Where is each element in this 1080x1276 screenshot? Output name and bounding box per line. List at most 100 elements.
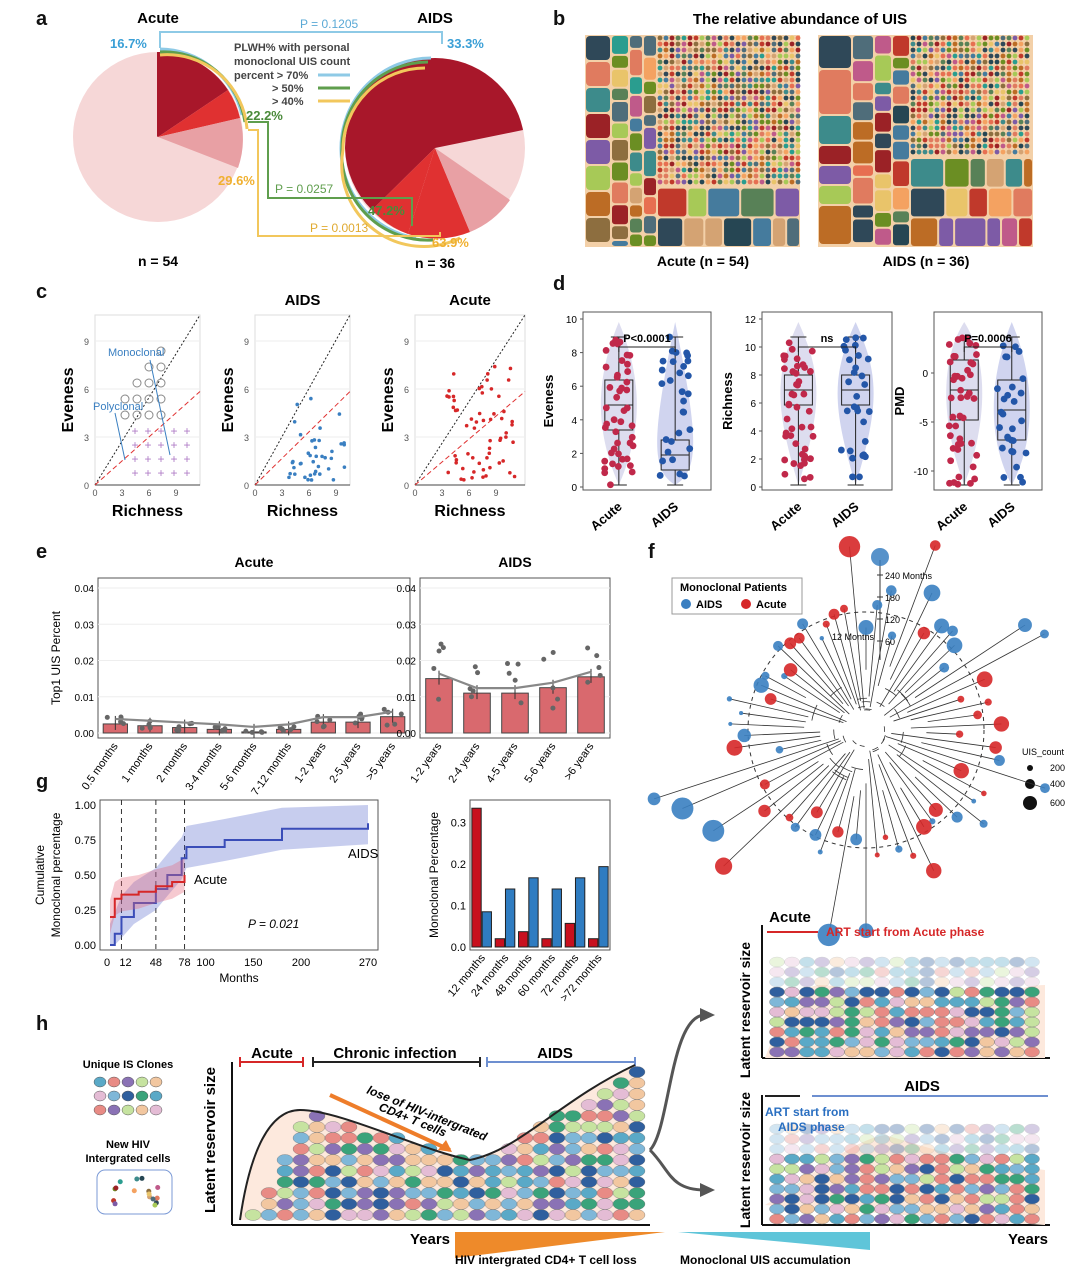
c-xtick: 9 xyxy=(493,488,498,498)
g-xlabel: Months xyxy=(219,971,258,985)
e-point xyxy=(438,641,444,647)
c-acute-point xyxy=(454,460,458,465)
f-12-month-label: 12 Months xyxy=(832,632,875,642)
c-acute-point xyxy=(470,455,475,460)
f-node xyxy=(1018,618,1032,633)
c-aids-point xyxy=(308,473,313,478)
d-point xyxy=(1004,391,1012,399)
g-ytick: 0.00 xyxy=(75,940,96,952)
c-xtick: 0 xyxy=(92,488,97,498)
d-point xyxy=(789,368,797,375)
f-node xyxy=(858,619,874,635)
c-aids-point xyxy=(342,465,347,469)
g-xtick: 100 xyxy=(196,957,214,969)
c-acute-point xyxy=(499,416,504,421)
d-point xyxy=(800,390,808,398)
g-bar-frame xyxy=(469,799,611,951)
d-point xyxy=(659,357,667,365)
e-bar xyxy=(501,692,529,734)
c-xtick: 0 xyxy=(252,488,257,498)
d-point xyxy=(945,341,953,348)
c-acute-point xyxy=(498,436,503,441)
d-point xyxy=(947,394,955,402)
d-point xyxy=(846,447,854,455)
c-acute-point xyxy=(481,475,485,479)
d-point xyxy=(788,345,796,353)
f-node xyxy=(939,662,950,673)
c-acute-point xyxy=(508,366,513,371)
g-acute-label: Acute xyxy=(194,872,227,887)
e-point xyxy=(258,729,264,735)
d-point xyxy=(954,446,962,453)
monoclonal-label: Monoclonal xyxy=(108,347,164,359)
d-point xyxy=(672,349,680,356)
d-point xyxy=(1004,434,1012,442)
c-acute-point xyxy=(472,426,477,430)
g-pvalue: P = 0.021 xyxy=(248,917,299,931)
svg-text:+: + xyxy=(131,438,138,452)
d-point xyxy=(842,336,850,344)
d-point xyxy=(946,479,953,487)
g-bar-ytick: 0.0 xyxy=(451,942,466,954)
d-point xyxy=(946,432,954,440)
g-ytick: 0.25 xyxy=(75,905,96,917)
g-bar-acute xyxy=(564,922,576,948)
svg-text:600: 600 xyxy=(1050,798,1065,808)
e-point xyxy=(314,719,320,725)
c-aids-point xyxy=(314,454,319,459)
d-point xyxy=(955,473,963,481)
c-acute-point xyxy=(469,417,474,421)
aids-n: n = 36 xyxy=(415,255,455,271)
f-node xyxy=(702,819,725,842)
c-acute-point xyxy=(510,419,514,424)
c-aids-point xyxy=(316,464,321,469)
f-node xyxy=(882,834,889,841)
d-point xyxy=(618,357,626,364)
f-scale-tick: 240 Months xyxy=(885,571,933,581)
f-node xyxy=(785,813,794,822)
d-point xyxy=(658,380,666,388)
d-point xyxy=(602,347,610,354)
acute-n: n = 54 xyxy=(138,253,178,269)
h-arrow-down xyxy=(648,1148,706,1192)
f-node xyxy=(934,618,950,634)
f-node xyxy=(726,739,743,756)
f-node xyxy=(715,857,733,875)
d-point xyxy=(969,360,977,368)
d-point xyxy=(1015,348,1023,355)
f-node xyxy=(887,631,897,640)
d-point xyxy=(1017,473,1024,481)
svg-text:+: + xyxy=(170,438,177,452)
aids-arc-yellow xyxy=(340,66,461,248)
g-xtick: 200 xyxy=(292,957,310,969)
d-point xyxy=(613,373,621,381)
d-point xyxy=(612,336,620,344)
e-ytick: 0.01 xyxy=(397,693,417,704)
d-ytick: 4 xyxy=(750,427,756,438)
d-point xyxy=(859,452,867,459)
f-scale-tick: 120 xyxy=(885,615,900,625)
d-xtick: Acute xyxy=(767,499,804,534)
c-aids-point xyxy=(288,471,292,476)
h-chronic-label: Chronic infection xyxy=(333,1045,456,1062)
e-bar xyxy=(425,678,453,734)
g-xtick: 12 xyxy=(119,957,131,969)
c-aids-point xyxy=(337,412,342,416)
e-trend-line xyxy=(115,710,393,729)
d-ytick: 4 xyxy=(571,416,577,427)
c-aids-point xyxy=(313,445,318,450)
c-acute-point xyxy=(489,387,494,391)
d-point xyxy=(612,428,620,436)
d-point xyxy=(855,352,862,359)
f-node xyxy=(971,798,977,804)
e-ytick: 0.02 xyxy=(397,657,417,668)
c-aids-point xyxy=(306,477,310,482)
g-bar-ytick: 0.3 xyxy=(451,818,466,830)
c-acute-point xyxy=(484,474,488,478)
c-acute-point xyxy=(447,388,451,393)
d-point xyxy=(949,413,957,421)
f-node xyxy=(957,695,965,703)
acute-pct-70: 16.7% xyxy=(110,36,147,51)
c-acute-point xyxy=(480,384,484,389)
d-xtick: Acute xyxy=(587,499,624,534)
